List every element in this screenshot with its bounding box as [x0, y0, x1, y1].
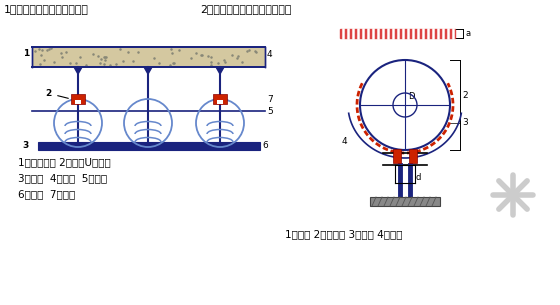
Text: 3、槽钢  4、楼板  5、吊杆: 3、槽钢 4、楼板 5、吊杆 [18, 173, 107, 183]
Bar [409, 149, 417, 163]
Bar [71, 94, 85, 104]
Text: D: D [408, 92, 414, 101]
Polygon shape [74, 67, 82, 74]
Text: 4: 4 [342, 138, 348, 146]
Text: 3: 3 [23, 141, 29, 149]
Bar [370, 197, 440, 206]
Text: 1）多管悬吊弹簧支架安装：: 1）多管悬吊弹簧支架安装： [4, 4, 89, 14]
Text: 1: 1 [23, 49, 29, 58]
Text: 2）单管落地管道弹性支架安装: 2）单管落地管道弹性支架安装 [200, 4, 291, 14]
Text: 2: 2 [462, 91, 468, 99]
Text: 5: 5 [267, 106, 273, 116]
Bar [38, 142, 260, 150]
Text: 3: 3 [462, 118, 468, 127]
Bar [32, 47, 265, 67]
Polygon shape [144, 67, 152, 74]
Text: a: a [465, 29, 470, 38]
Text: d: d [416, 173, 421, 181]
Polygon shape [216, 67, 224, 74]
Text: 2: 2 [46, 88, 52, 98]
Text: 6、螺母  7、弹簧: 6、螺母 7、弹簧 [18, 189, 75, 199]
Text: 6: 6 [262, 141, 268, 149]
Bar [213, 94, 227, 104]
Bar [340, 29, 455, 38]
Bar [75, 100, 81, 104]
Bar [393, 149, 401, 163]
Text: 1、膨胀螺栓 2、镀锌U型螺杆: 1、膨胀螺栓 2、镀锌U型螺杆 [18, 157, 111, 167]
Text: 7: 7 [267, 95, 273, 103]
Text: 1、橡胶 2、刚托板 3、支撑 4、焊接: 1、橡胶 2、刚托板 3、支撑 4、焊接 [285, 229, 403, 239]
Text: 4: 4 [267, 50, 273, 59]
Bar [217, 100, 223, 104]
